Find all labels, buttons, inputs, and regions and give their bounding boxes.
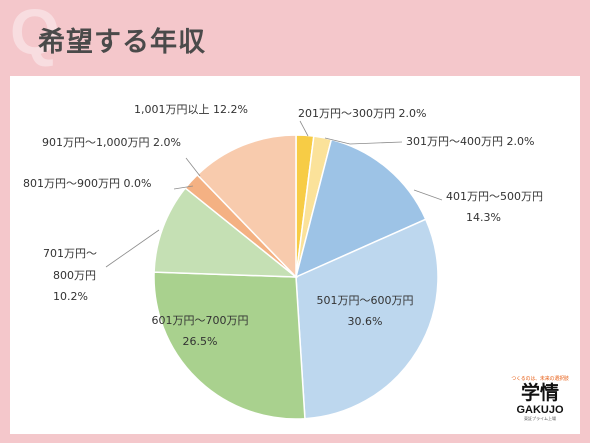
slice-value-6: 10.2%: [53, 290, 88, 303]
slice-label-6-line-2: 800万円: [53, 269, 96, 282]
chart-panel: 201万円〜300万円 2.0% 301万円〜400万円 2.0% 401万円〜50…: [10, 76, 580, 434]
slice-value-5: 26.5%: [183, 335, 218, 348]
leader-line-6: [105, 229, 160, 268]
pie-slice-5: [153, 271, 306, 420]
page-title: 希望する年収: [38, 27, 206, 58]
logo-name: GAKUJO: [516, 404, 564, 416]
slice-label-1: 201万円〜300万円 2.0%: [298, 107, 426, 120]
page-header: Q 希望する年収: [0, 0, 590, 80]
slice-value-4: 30.6%: [348, 315, 383, 328]
slice-label-5: 601万円〜700万円: [152, 314, 249, 327]
leader-line-7: [173, 185, 194, 190]
gakujo-logo: つくるのは、未来の選択肢 学情 GAKUJO 東証プライム上場: [508, 375, 572, 429]
pie-slice-6: [153, 187, 299, 278]
logo-tagline: つくるのは、未来の選択肢: [511, 376, 569, 382]
leader-line-8: [185, 157, 201, 177]
slice-label-9: 1,001万円以上 12.2%: [134, 103, 248, 116]
pie-slice-9: [196, 134, 297, 279]
q-mark: Q: [10, 0, 60, 68]
logo-kanji: 学情: [520, 382, 559, 404]
slice-label-8: 901万円〜1,000万円 2.0%: [42, 136, 181, 149]
leader-line-3: [413, 189, 443, 201]
slice-label-3: 401万円〜500万円: [446, 190, 543, 203]
slice-value-3: 14.3%: [466, 211, 501, 224]
pie-chart: 201万円〜300万円 2.0% 301万円〜400万円 2.0% 401万円〜50…: [23, 103, 543, 420]
leader-line-1: [299, 120, 309, 137]
slice-label-2: 301万円〜400万円 2.0%: [406, 135, 534, 148]
logo-sub: 東証プライム上場: [524, 416, 556, 421]
slice-label-4: 501万円〜600万円: [317, 294, 414, 307]
leader-line-2: [324, 137, 403, 145]
slice-label-6-line-1: 701万円〜: [43, 247, 97, 260]
pie-slice-4: [295, 218, 439, 420]
slice-label-7: 801万円〜900万円 0.0%: [23, 177, 151, 190]
